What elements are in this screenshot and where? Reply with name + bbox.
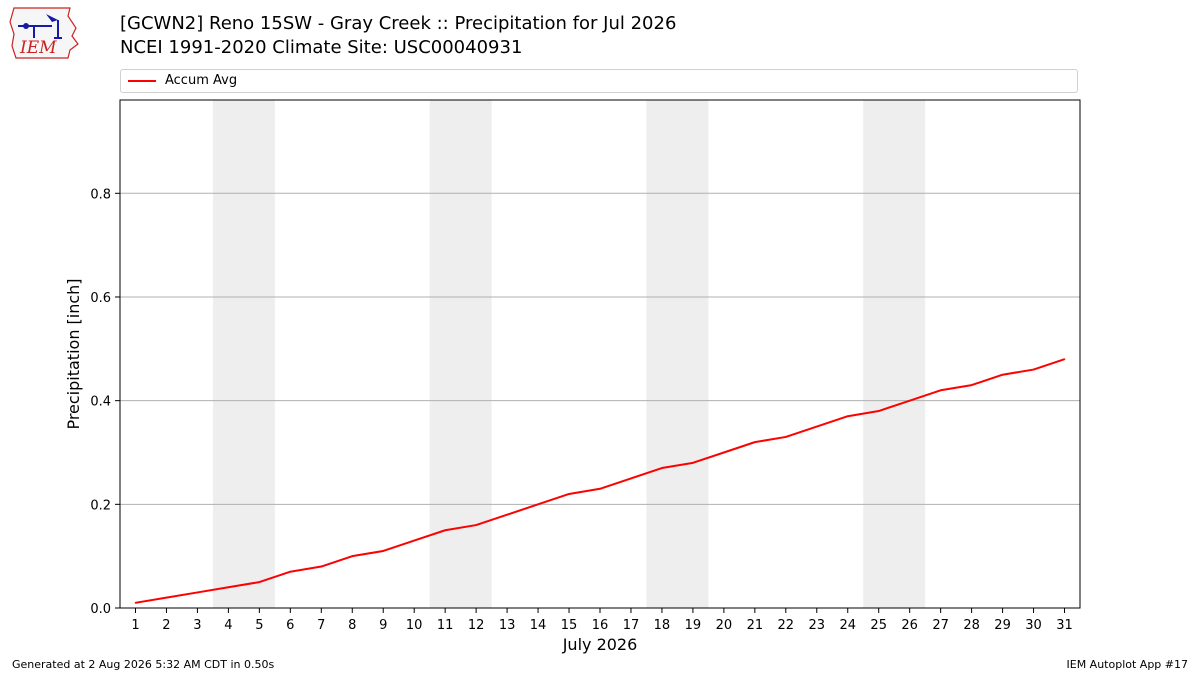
x-tick-label: 8 [348, 618, 356, 633]
data-point [815, 425, 818, 428]
x-tick-label: 9 [379, 618, 387, 633]
legend-swatch-accum-avg [128, 80, 156, 82]
x-tick-label: 18 [654, 618, 671, 633]
data-point [475, 524, 477, 526]
grid [120, 192, 1080, 505]
data-point [970, 384, 973, 386]
y-tick-label: 0.6 [90, 291, 111, 306]
data-point [506, 513, 508, 516]
x-tick-label: 23 [809, 618, 826, 633]
data-point [846, 415, 849, 418]
data-point [939, 389, 942, 392]
series-layer [134, 358, 1066, 604]
x-tick-label: 1 [131, 618, 139, 633]
data-point [599, 487, 601, 490]
data-point [413, 539, 415, 542]
y-axis: 0.0 0.2 0.4 0.6 0.8 [90, 187, 120, 617]
y-tick-label: 0.4 [90, 395, 111, 410]
x-tick-label: 13 [499, 618, 516, 633]
data-point [630, 477, 632, 480]
x-tick-label: 7 [317, 618, 325, 633]
logo-text: IEM [19, 38, 57, 58]
weekend-band [646, 100, 709, 608]
y-tick-label: 0.2 [90, 498, 111, 513]
data-point [785, 436, 787, 438]
data-point [165, 596, 168, 599]
x-tick-label: 27 [932, 618, 949, 633]
data-point [320, 565, 323, 568]
x-tick-label: 3 [193, 618, 201, 633]
y-axis-label: Precipitation [inch] [64, 278, 83, 429]
x-tick-label: 24 [839, 618, 856, 633]
data-point [444, 529, 446, 532]
data-point [1001, 373, 1004, 376]
data-point [661, 467, 663, 469]
app-label: IEM Autoplot App #17 [1066, 658, 1189, 671]
x-tick-label: 15 [561, 618, 578, 633]
weekend-band [212, 100, 275, 608]
data-point [754, 441, 756, 443]
data-point [723, 451, 725, 454]
data-point [258, 581, 261, 583]
x-tick-label: 11 [437, 618, 454, 633]
data-point [227, 586, 230, 589]
x-tick-label: 2 [162, 618, 170, 633]
x-tick-label: 25 [870, 618, 887, 633]
x-axis: 1 2 3 4 5 6 7 8 9 10 11 12 13 14 15 16 17 18 19 20 21 22 23 24 2… [131, 608, 1073, 633]
x-tick-label: 16 [592, 618, 609, 633]
x-tick-label: 10 [406, 618, 423, 633]
legend-label-accum-avg: Accum Avg [165, 73, 238, 88]
x-tick-label: 19 [685, 618, 702, 633]
iem-logo-icon: IEM [9, 7, 79, 59]
data-point [908, 399, 911, 402]
x-tick-label: 5 [255, 618, 263, 633]
data-point [537, 503, 539, 506]
chart-subtitle: NCEI 1991-2020 Climate Site: USC00040931 [120, 37, 523, 58]
y-tick-label: 0.8 [90, 187, 111, 202]
y-tick-label: 0.0 [90, 602, 111, 617]
x-tick-label: 31 [1056, 618, 1073, 633]
x-tick-label: 12 [468, 618, 485, 633]
data-point [289, 570, 292, 573]
data-point [877, 410, 880, 412]
data-point [692, 462, 694, 464]
legend: Accum Avg [120, 69, 1078, 93]
data-point [568, 493, 570, 495]
x-tick-label: 20 [716, 618, 733, 633]
x-tick-label: 30 [1025, 618, 1042, 633]
data-point [134, 602, 137, 604]
generated-timestamp: Generated at 2 Aug 2026 5:32 AM CDT in 0… [12, 658, 275, 671]
x-axis-label: July 2026 [562, 635, 638, 654]
data-point [1063, 358, 1066, 360]
x-tick-label: 28 [963, 618, 980, 633]
weekend-band [863, 100, 926, 608]
x-tick-label: 26 [901, 618, 918, 633]
data-point [1032, 368, 1035, 371]
x-tick-label: 6 [286, 618, 294, 633]
x-tick-label: 21 [747, 618, 764, 633]
data-point [351, 555, 354, 557]
x-tick-label: 4 [224, 618, 232, 633]
x-tick-label: 14 [530, 618, 547, 633]
x-tick-label: 29 [994, 618, 1011, 633]
data-point [382, 550, 385, 552]
x-tick-label: 22 [778, 618, 795, 633]
weekend-bands [212, 100, 926, 608]
data-point [196, 591, 199, 594]
chart-title: [GCWN2] Reno 15SW - Gray Creek :: Precip… [120, 13, 677, 34]
x-tick-label: 17 [623, 618, 640, 633]
